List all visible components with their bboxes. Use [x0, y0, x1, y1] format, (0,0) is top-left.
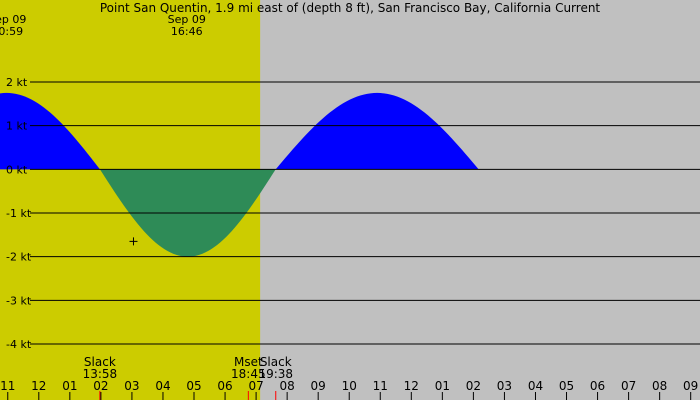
flood-area: [275, 92, 479, 170]
hour-tick-label: 07: [248, 379, 263, 393]
y-tick-label: -4 kt: [6, 338, 32, 351]
hour-tick-label: 05: [186, 379, 201, 393]
hour-tick-label: 11: [0, 379, 15, 393]
y-tick-label: 0 kt: [6, 163, 28, 176]
y-tick-label: -1 kt: [6, 207, 32, 220]
hour-tick-label: 09: [311, 379, 326, 393]
hour-tick-label: 07: [621, 379, 636, 393]
hour-tick-label: 04: [528, 379, 543, 393]
y-tick-label: 2 kt: [6, 76, 28, 89]
hour-tick-label: 04: [155, 379, 170, 393]
event-name: Slack: [260, 355, 292, 369]
hour-tick-label: 05: [559, 379, 574, 393]
event-labels: Slack00:27Mrise05:05Slack07:57Slack13:58…: [83, 355, 293, 400]
hour-axis: 11 12 01 02 03 04 05 06 07 08 09 10 11 12 01 02 03 04 05 06…: [0, 379, 698, 400]
event-name: Slack: [84, 355, 116, 369]
hour-tick-label: 08: [279, 379, 294, 393]
y-tick-label: -3 kt: [6, 294, 32, 307]
hour-tick-label: 06: [590, 379, 605, 393]
hour-tick-label: 03: [497, 379, 512, 393]
top-time-label: 16:46: [171, 25, 203, 38]
top-date-label: Sep 09: [168, 13, 206, 26]
chart-title: Point San Quentin, 1.9 mi east of (depth…: [100, 1, 601, 15]
flood-area: [0, 92, 100, 170]
gridlines: [30, 81, 700, 345]
cursor-marker: [129, 237, 138, 246]
hour-tick-label: 11: [373, 379, 388, 393]
y-tick-label: -2 kt: [6, 251, 32, 264]
hour-tick-label: 12: [31, 379, 46, 393]
top-time-label: 10:59: [0, 25, 23, 38]
hour-tick-label: 02: [93, 379, 108, 393]
hour-tick-label: 06: [217, 379, 232, 393]
hour-tick-label: 01: [435, 379, 450, 393]
y-axis-labels: 2 kt 1 kt 0 kt -1 kt -2 kt -3 kt -4 kt: [6, 76, 32, 351]
hour-tick-label: 01: [62, 379, 77, 393]
event-time: 18:45: [231, 367, 266, 381]
hour-tick-label: 10: [342, 379, 357, 393]
event-name: Mset: [234, 355, 263, 369]
y-tick-label: 1 kt: [6, 120, 28, 133]
top-date-label: Sep 09: [0, 13, 26, 26]
hour-tick-label: 08: [652, 379, 667, 393]
event-time: 19:38: [258, 367, 293, 381]
hour-tick-label: 12: [404, 379, 419, 393]
hour-tick-label: 02: [466, 379, 481, 393]
event-time: 13:58: [83, 367, 118, 381]
hour-tick-label: 09: [683, 379, 698, 393]
hour-tick-label: 03: [124, 379, 139, 393]
